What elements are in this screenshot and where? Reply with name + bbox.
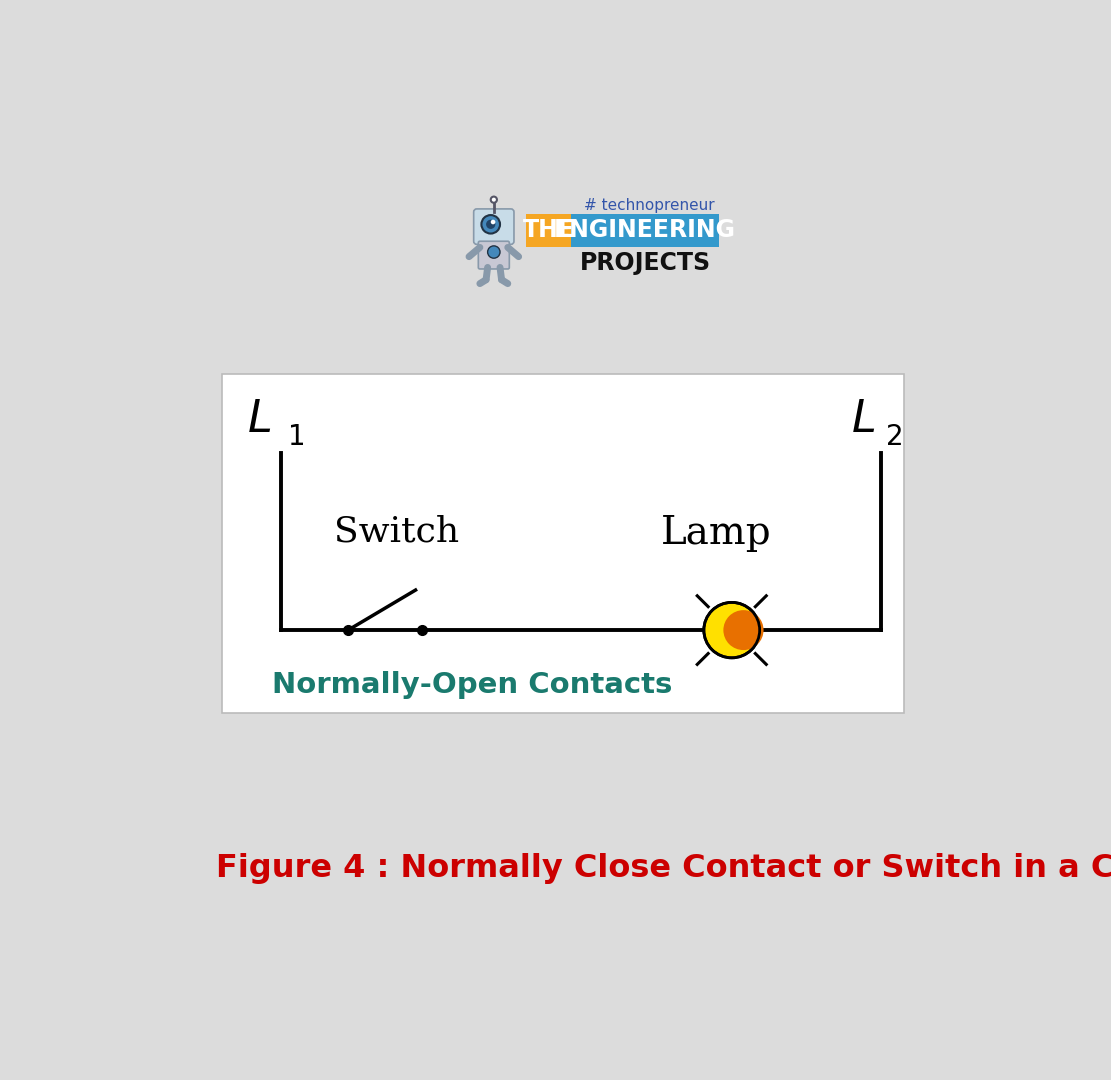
Circle shape — [723, 610, 763, 650]
Text: $L$: $L$ — [851, 399, 875, 442]
FancyBboxPatch shape — [473, 208, 514, 244]
Text: $1$: $1$ — [287, 423, 304, 450]
FancyBboxPatch shape — [571, 214, 719, 246]
FancyBboxPatch shape — [527, 214, 571, 246]
FancyBboxPatch shape — [479, 241, 509, 269]
Text: Figure 4 : Normally Close Contact or Switch in a Circuit [2]: Figure 4 : Normally Close Contact or Swi… — [217, 853, 1111, 885]
Circle shape — [488, 246, 500, 258]
Text: $2$: $2$ — [885, 423, 902, 450]
Text: Lamp: Lamp — [661, 514, 771, 552]
Circle shape — [704, 603, 760, 658]
Text: THE: THE — [523, 218, 574, 243]
Text: # technopreneur: # technopreneur — [583, 198, 714, 213]
Circle shape — [481, 215, 500, 233]
Text: $L$: $L$ — [248, 399, 271, 442]
Text: PROJECTS: PROJECTS — [580, 252, 711, 275]
FancyBboxPatch shape — [222, 375, 904, 713]
Circle shape — [491, 197, 497, 203]
Text: ENGINEERING: ENGINEERING — [554, 218, 735, 243]
Text: Switch: Switch — [334, 514, 459, 549]
Text: Normally-Open Contacts: Normally-Open Contacts — [272, 672, 672, 700]
Circle shape — [491, 219, 496, 225]
Circle shape — [487, 219, 496, 229]
